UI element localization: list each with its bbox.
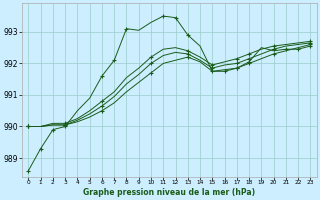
X-axis label: Graphe pression niveau de la mer (hPa): Graphe pression niveau de la mer (hPa) xyxy=(83,188,255,197)
